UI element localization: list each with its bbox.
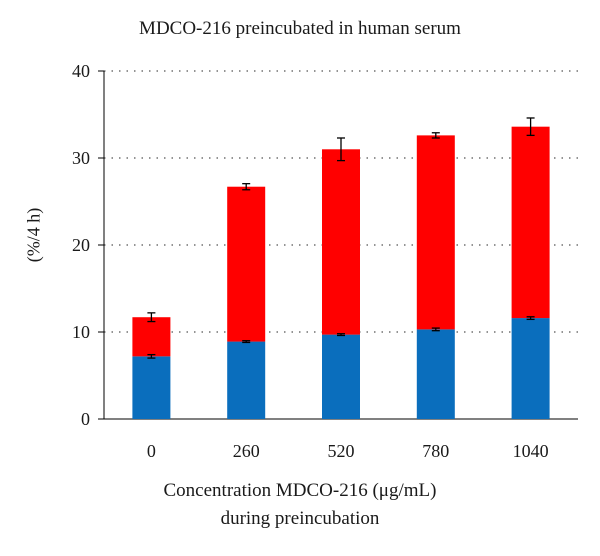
chart-title: MDCO-216 preincubated in human serum (139, 18, 461, 39)
bar-segment-2 (416, 135, 455, 330)
x-tick-label: 0 (147, 441, 156, 461)
bar-segment-1 (416, 329, 455, 419)
x-axis-label-line-2: during preincubation (220, 508, 380, 529)
y-tick-label: 30 (72, 148, 90, 168)
x-tick-label: 780 (422, 441, 449, 461)
bar-segment-2 (322, 149, 360, 335)
x-tick-label: 520 (328, 441, 355, 461)
y-tick-label: 10 (72, 322, 90, 342)
y-tick-label: 0 (81, 409, 90, 429)
bar-segment-2 (132, 317, 171, 357)
bar-segment-1 (132, 356, 171, 419)
bar-segment-1 (227, 341, 266, 419)
y-tick-label: 20 (72, 235, 90, 255)
bar-segment-1 (511, 318, 550, 419)
bar-segment-2 (227, 186, 266, 342)
x-tick-label: 1040 (513, 441, 549, 461)
y-tick-label: 40 (72, 61, 90, 81)
x-axis-label-line-1: Concentration MDCO-216 (μg/mL) (163, 480, 437, 501)
bar-segment-2 (511, 126, 550, 319)
x-tick-label: 260 (233, 441, 260, 461)
bar-segment-1 (322, 334, 360, 419)
